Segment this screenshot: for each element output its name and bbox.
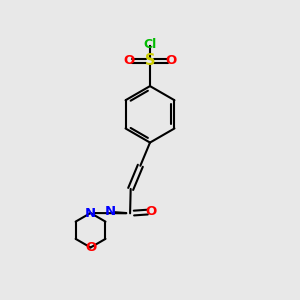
- Text: N: N: [85, 206, 96, 220]
- Text: O: O: [123, 54, 134, 67]
- Text: O: O: [166, 54, 177, 67]
- Text: N: N: [104, 205, 116, 218]
- Text: O: O: [85, 241, 96, 254]
- Text: S: S: [145, 53, 155, 68]
- Text: Cl: Cl: [143, 38, 157, 51]
- Text: O: O: [146, 205, 157, 218]
